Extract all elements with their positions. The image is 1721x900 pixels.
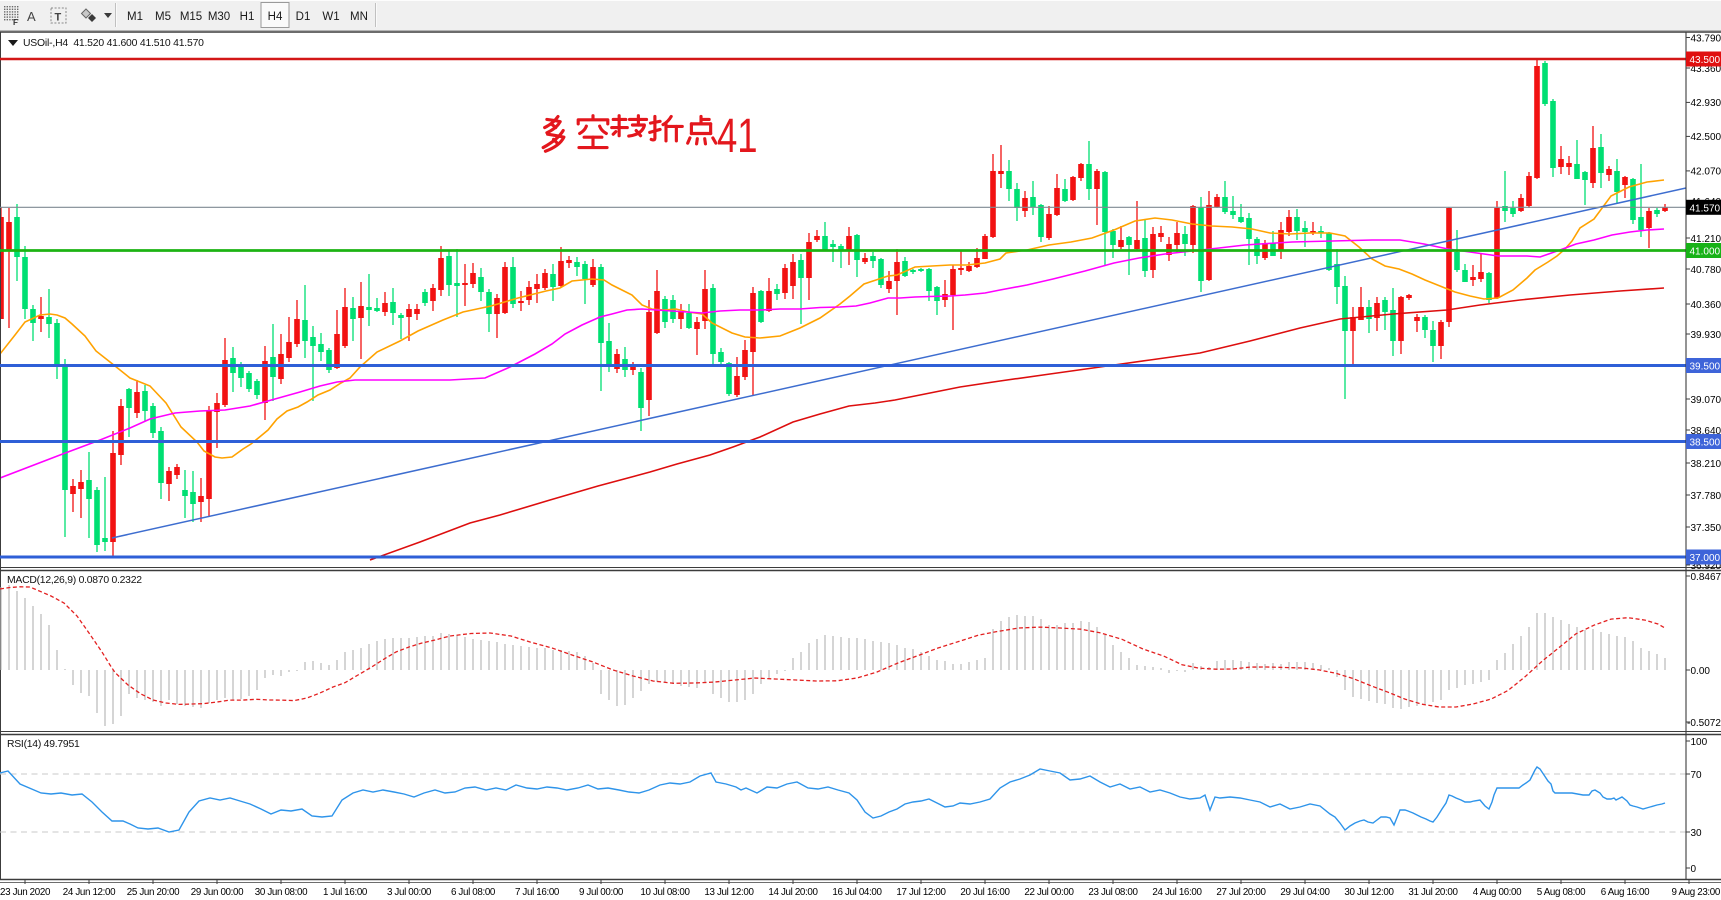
svg-text:41.210: 41.210 <box>1691 234 1721 245</box>
svg-text:37.000: 37.000 <box>1690 553 1721 564</box>
svg-text:39.930: 39.930 <box>1691 330 1721 341</box>
svg-text:10 Jul 08:00: 10 Jul 08:00 <box>640 887 690 898</box>
svg-text:USOil-,H4 41.520 41.600 41.51: USOil-,H4 41.520 41.600 41.510 41.570 <box>23 38 204 49</box>
svg-text:42.070: 42.070 <box>1691 167 1721 178</box>
svg-text:30 Jul 12:00: 30 Jul 12:00 <box>1344 887 1394 898</box>
svg-text:70: 70 <box>1691 770 1703 781</box>
svg-text:W1: W1 <box>322 11 339 23</box>
svg-text:14 Jul 20:00: 14 Jul 20:00 <box>768 887 818 898</box>
svg-text:9 Jul 00:00: 9 Jul 00:00 <box>579 887 624 898</box>
svg-text:MACD(12,26,9) 0.0870 0.2322: MACD(12,26,9) 0.0870 0.2322 <box>7 575 142 586</box>
svg-text:D1: D1 <box>296 11 311 23</box>
svg-text:23 Jul 08:00: 23 Jul 08:00 <box>1088 887 1138 898</box>
svg-text:7 Jul 16:00: 7 Jul 16:00 <box>515 887 560 898</box>
svg-text:100: 100 <box>1691 737 1708 748</box>
svg-text:38.640: 38.640 <box>1691 426 1721 437</box>
svg-text:38.500: 38.500 <box>1690 438 1721 449</box>
svg-text:M5: M5 <box>155 11 171 23</box>
svg-text:41.000: 41.000 <box>1690 247 1721 258</box>
svg-text:9 Aug 23:00: 9 Aug 23:00 <box>1672 887 1721 898</box>
svg-text:37.350: 37.350 <box>1691 523 1721 534</box>
svg-text:17 Jul 12:00: 17 Jul 12:00 <box>896 887 946 898</box>
svg-text:37.780: 37.780 <box>1691 491 1721 502</box>
svg-text:39.500: 39.500 <box>1690 362 1721 373</box>
svg-text:H1: H1 <box>240 11 255 23</box>
svg-text:4 Aug 00:00: 4 Aug 00:00 <box>1473 887 1522 898</box>
svg-text:RSI(14) 49.7951: RSI(14) 49.7951 <box>7 739 80 750</box>
svg-text:43.790: 43.790 <box>1691 33 1721 44</box>
svg-text:-0.5072: -0.5072 <box>1687 718 1721 729</box>
svg-text:A: A <box>27 9 36 24</box>
svg-text:29 Jul 04:00: 29 Jul 04:00 <box>1280 887 1330 898</box>
svg-text:F: F <box>13 18 18 27</box>
svg-text:29 Jun 00:00: 29 Jun 00:00 <box>191 887 244 898</box>
svg-text:6 Jul 08:00: 6 Jul 08:00 <box>451 887 496 898</box>
svg-text:MN: MN <box>350 11 368 23</box>
svg-text:42.930: 42.930 <box>1691 98 1721 109</box>
svg-text:30 Jun 08:00: 30 Jun 08:00 <box>255 887 308 898</box>
svg-text:M15: M15 <box>180 11 202 23</box>
svg-text:40.360: 40.360 <box>1691 300 1721 311</box>
svg-text:13 Jul 12:00: 13 Jul 12:00 <box>704 887 754 898</box>
svg-text:M1: M1 <box>127 11 143 23</box>
svg-text:24 Jun 12:00: 24 Jun 12:00 <box>63 887 116 898</box>
svg-text:0: 0 <box>1691 864 1697 875</box>
svg-text:41.570: 41.570 <box>1690 204 1721 215</box>
svg-text:3 Jul 00:00: 3 Jul 00:00 <box>387 887 432 898</box>
svg-text:6 Aug 16:00: 6 Aug 16:00 <box>1601 887 1650 898</box>
svg-text:39.070: 39.070 <box>1691 395 1721 406</box>
svg-text:40.780: 40.780 <box>1691 265 1721 276</box>
svg-text:16 Jul 04:00: 16 Jul 04:00 <box>832 887 882 898</box>
svg-text:M30: M30 <box>208 11 230 23</box>
svg-text:1 Jul 16:00: 1 Jul 16:00 <box>323 887 368 898</box>
svg-text:0.00: 0.00 <box>1691 666 1711 677</box>
svg-text:0.8467: 0.8467 <box>1691 572 1721 583</box>
svg-text:25 Jun 20:00: 25 Jun 20:00 <box>127 887 180 898</box>
svg-text:36.920: 36.920 <box>1691 561 1721 572</box>
svg-text:23 Jun 2020: 23 Jun 2020 <box>0 887 51 898</box>
svg-text:43.360: 43.360 <box>1691 64 1721 75</box>
svg-text:5 Aug 08:00: 5 Aug 08:00 <box>1537 887 1586 898</box>
svg-text:H4: H4 <box>268 11 283 23</box>
svg-text:43.500: 43.500 <box>1690 55 1721 66</box>
svg-text:41: 41 <box>717 109 758 163</box>
svg-text:T: T <box>55 12 62 24</box>
svg-text:27 Jul 20:00: 27 Jul 20:00 <box>1216 887 1266 898</box>
svg-text:22 Jul 00:00: 22 Jul 00:00 <box>1024 887 1074 898</box>
svg-text:38.210: 38.210 <box>1691 459 1721 470</box>
svg-text:20 Jul 16:00: 20 Jul 16:00 <box>960 887 1010 898</box>
svg-text:42.500: 42.500 <box>1691 132 1721 143</box>
svg-text:30: 30 <box>1691 828 1703 839</box>
svg-text:31 Jul 20:00: 31 Jul 20:00 <box>1408 887 1458 898</box>
svg-text:24 Jul 16:00: 24 Jul 16:00 <box>1152 887 1202 898</box>
